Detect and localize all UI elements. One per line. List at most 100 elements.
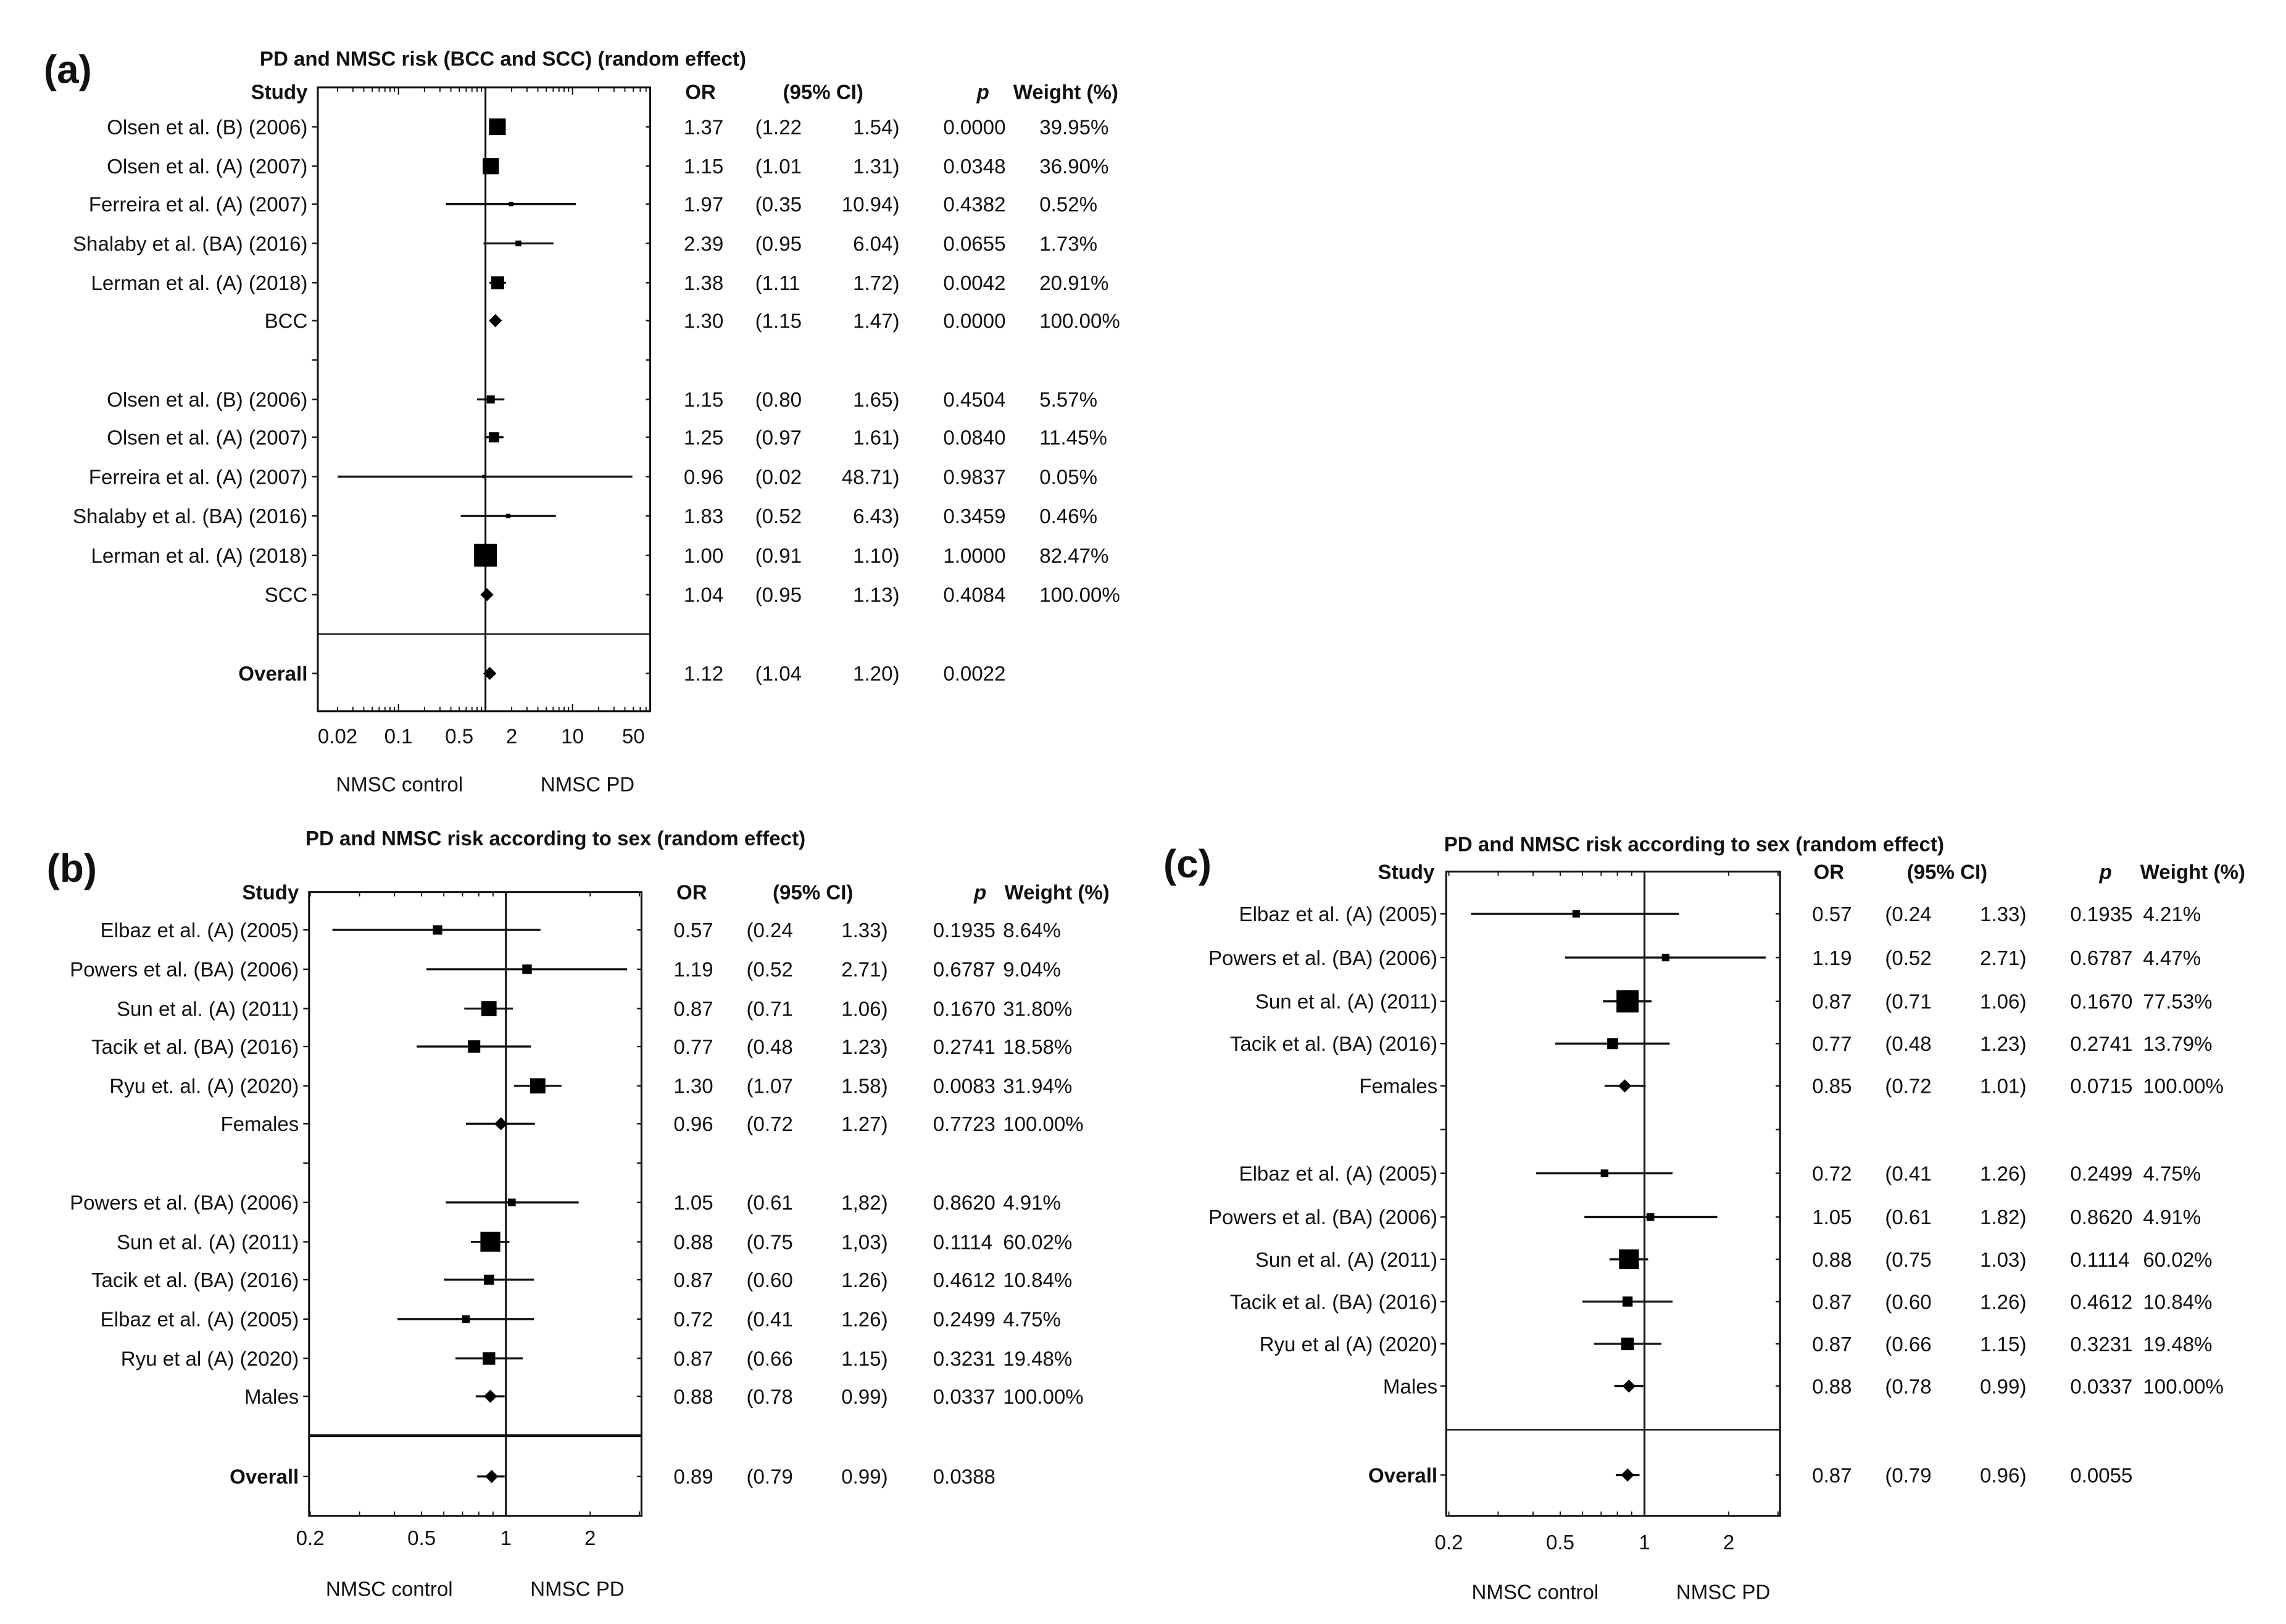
effect-square xyxy=(1572,910,1580,918)
or-value: 1.00 xyxy=(684,545,723,568)
or-value: 1.25 xyxy=(684,426,723,449)
ci-lower: (0.79 xyxy=(746,1466,792,1489)
panel-label: (b) xyxy=(47,846,97,890)
weight-value: 13.79% xyxy=(2143,1033,2212,1056)
or-value: 1.30 xyxy=(684,310,723,333)
forest-row: Olsen et al. (B) (2006) 1.37 (1.22 1.54) 0.0… xyxy=(107,116,1108,139)
study-label: Elbaz et al. (A) (2005) xyxy=(101,919,299,942)
ci-lower: (0.52 xyxy=(746,959,792,982)
ci-upper: 1.27) xyxy=(841,1113,887,1136)
p-value: 0.8620 xyxy=(2070,1206,2132,1229)
p-value: 0.2499 xyxy=(933,1309,995,1332)
ci-lower: (0.60 xyxy=(746,1269,792,1292)
weight-value: 100.00% xyxy=(2143,1075,2224,1098)
p-value: 0.7723 xyxy=(933,1113,995,1136)
study-label: Powers et al. (BA) (2006) xyxy=(1208,947,1437,970)
weight-value: 31.94% xyxy=(1003,1075,1072,1098)
or-value: 0.96 xyxy=(673,1113,713,1136)
study-label: Olsen et al. (B) (2006) xyxy=(107,116,307,139)
header-p: p xyxy=(2099,861,2112,884)
or-value: 0.96 xyxy=(684,466,723,489)
header-weight: Weight (%) xyxy=(2140,861,2245,884)
or-value: 1.05 xyxy=(1812,1206,1852,1229)
ci-upper: 0.99) xyxy=(841,1386,887,1409)
ci-lower: (0.80 xyxy=(755,389,802,412)
or-value: 1.19 xyxy=(1812,947,1852,970)
effect-square xyxy=(462,1315,470,1324)
forest-row: Males 0.88 (0.78 0.99) 0.0337 100.00% xyxy=(244,1386,1084,1409)
forest-row: Males 0.88 (0.78 0.99) 0.0337 100.00% xyxy=(1383,1375,2224,1398)
study-label: Powers et al. (BA) (2006) xyxy=(70,1192,299,1215)
forest-row: Tacik et al. (BA) (2016) 0.77 (0.48 1.23) 0.… xyxy=(91,1036,1072,1059)
ci-upper: 1.15) xyxy=(1980,1333,2026,1356)
ci-lower: (1.04 xyxy=(755,663,802,686)
weight-value: 4.75% xyxy=(2143,1162,2201,1185)
weight-value: 60.02% xyxy=(2143,1249,2212,1272)
study-label: Elbaz et al. (A) (2005) xyxy=(1239,903,1438,926)
effect-square xyxy=(515,240,522,247)
or-value: 0.87 xyxy=(1812,1333,1852,1356)
ci-upper: 0.99) xyxy=(1980,1375,2026,1398)
effect-square xyxy=(506,513,511,518)
effect-square xyxy=(491,276,504,289)
forest-row: Ryu et. al. (A) (2020) 1.30 (1.07 1.58) 0.00… xyxy=(109,1075,1072,1098)
study-label: Females xyxy=(1359,1075,1437,1098)
p-value: 0.0055 xyxy=(2070,1464,2132,1487)
x-tick-label: 1 xyxy=(1639,1531,1650,1554)
header-or: OR xyxy=(685,81,716,104)
panel-label: (c) xyxy=(1163,842,1212,886)
ci-upper: 1.01) xyxy=(1980,1075,2026,1098)
or-value: 1.38 xyxy=(684,272,723,295)
or-value: 0.85 xyxy=(1812,1075,1852,1098)
summary-diamond xyxy=(485,1470,499,1483)
weight-value: 39.95% xyxy=(1039,116,1108,139)
p-value: 0.0337 xyxy=(933,1386,995,1409)
or-value: 0.87 xyxy=(673,1348,713,1370)
weight-value: 31.80% xyxy=(1003,998,1072,1021)
ci-upper: 2.71) xyxy=(1980,947,2026,970)
study-label: Powers et al. (BA) (2006) xyxy=(70,959,299,982)
header-study: Study xyxy=(1378,861,1435,884)
p-value: 0.4612 xyxy=(2070,1291,2132,1314)
forest-row: Females 0.96 (0.72 1.27) 0.7723 100.00% xyxy=(220,1113,1083,1136)
effect-square xyxy=(489,118,506,136)
effect-square xyxy=(482,474,486,479)
footer-right-label: NMSC PD xyxy=(541,774,634,797)
or-value: 0.88 xyxy=(673,1231,713,1254)
effect-square xyxy=(1600,1169,1609,1177)
p-value: 0.0000 xyxy=(943,116,1005,139)
x-tick-label: 0.1 xyxy=(384,726,413,748)
ci-lower: (0.02 xyxy=(755,466,802,489)
effect-square xyxy=(522,964,532,974)
study-label: Elbaz et al. (A) (2005) xyxy=(1239,1162,1438,1185)
ci-lower: (0.72 xyxy=(746,1113,792,1136)
header-or: OR xyxy=(676,881,707,904)
or-value: 1.15 xyxy=(684,155,723,178)
ci-lower: (1.07 xyxy=(746,1075,792,1098)
ci-upper: 1.65) xyxy=(853,389,899,412)
ci-upper: 1.72) xyxy=(853,272,899,295)
forest-row: Lerman et al. (A) (2018) 1.00 (0.91 1.10) 1.… xyxy=(91,544,1108,568)
ci-upper: 1.54) xyxy=(853,116,899,139)
p-value: 0.4504 xyxy=(943,389,1005,412)
header-ci: (95% CI) xyxy=(1907,861,1987,884)
weight-value: 5.57% xyxy=(1039,389,1097,412)
ci-upper: 1.23) xyxy=(1980,1033,2026,1056)
forest-row: SCC 1.04 (0.95 1.13) 0.4084 100.00% xyxy=(265,584,1120,607)
study-label: Shalaby et al. (BA) (2016) xyxy=(73,233,307,255)
forest-row: BCC 1.30 (1.15 1.47) 0.0000 100.00% xyxy=(265,310,1120,333)
study-label: Shalaby et al. (BA) (2016) xyxy=(73,505,307,528)
weight-value: 4.47% xyxy=(2143,947,2201,970)
effect-square xyxy=(474,544,497,567)
weight-value: 1.73% xyxy=(1039,233,1097,255)
effect-square xyxy=(483,158,499,175)
effect-square xyxy=(1621,1337,1634,1351)
p-value: 0.9837 xyxy=(943,466,1005,489)
forest-row: Sun et al. (A) (2011) 0.88 (0.75 1.03) 0.111… xyxy=(1255,1249,2213,1272)
x-tick-label: 10 xyxy=(561,726,584,748)
ci-upper: 1.58) xyxy=(841,1075,887,1098)
or-value: 0.57 xyxy=(1812,903,1852,926)
x-tick-label: 50 xyxy=(622,726,645,748)
ci-upper: 1.26) xyxy=(1980,1291,2026,1314)
